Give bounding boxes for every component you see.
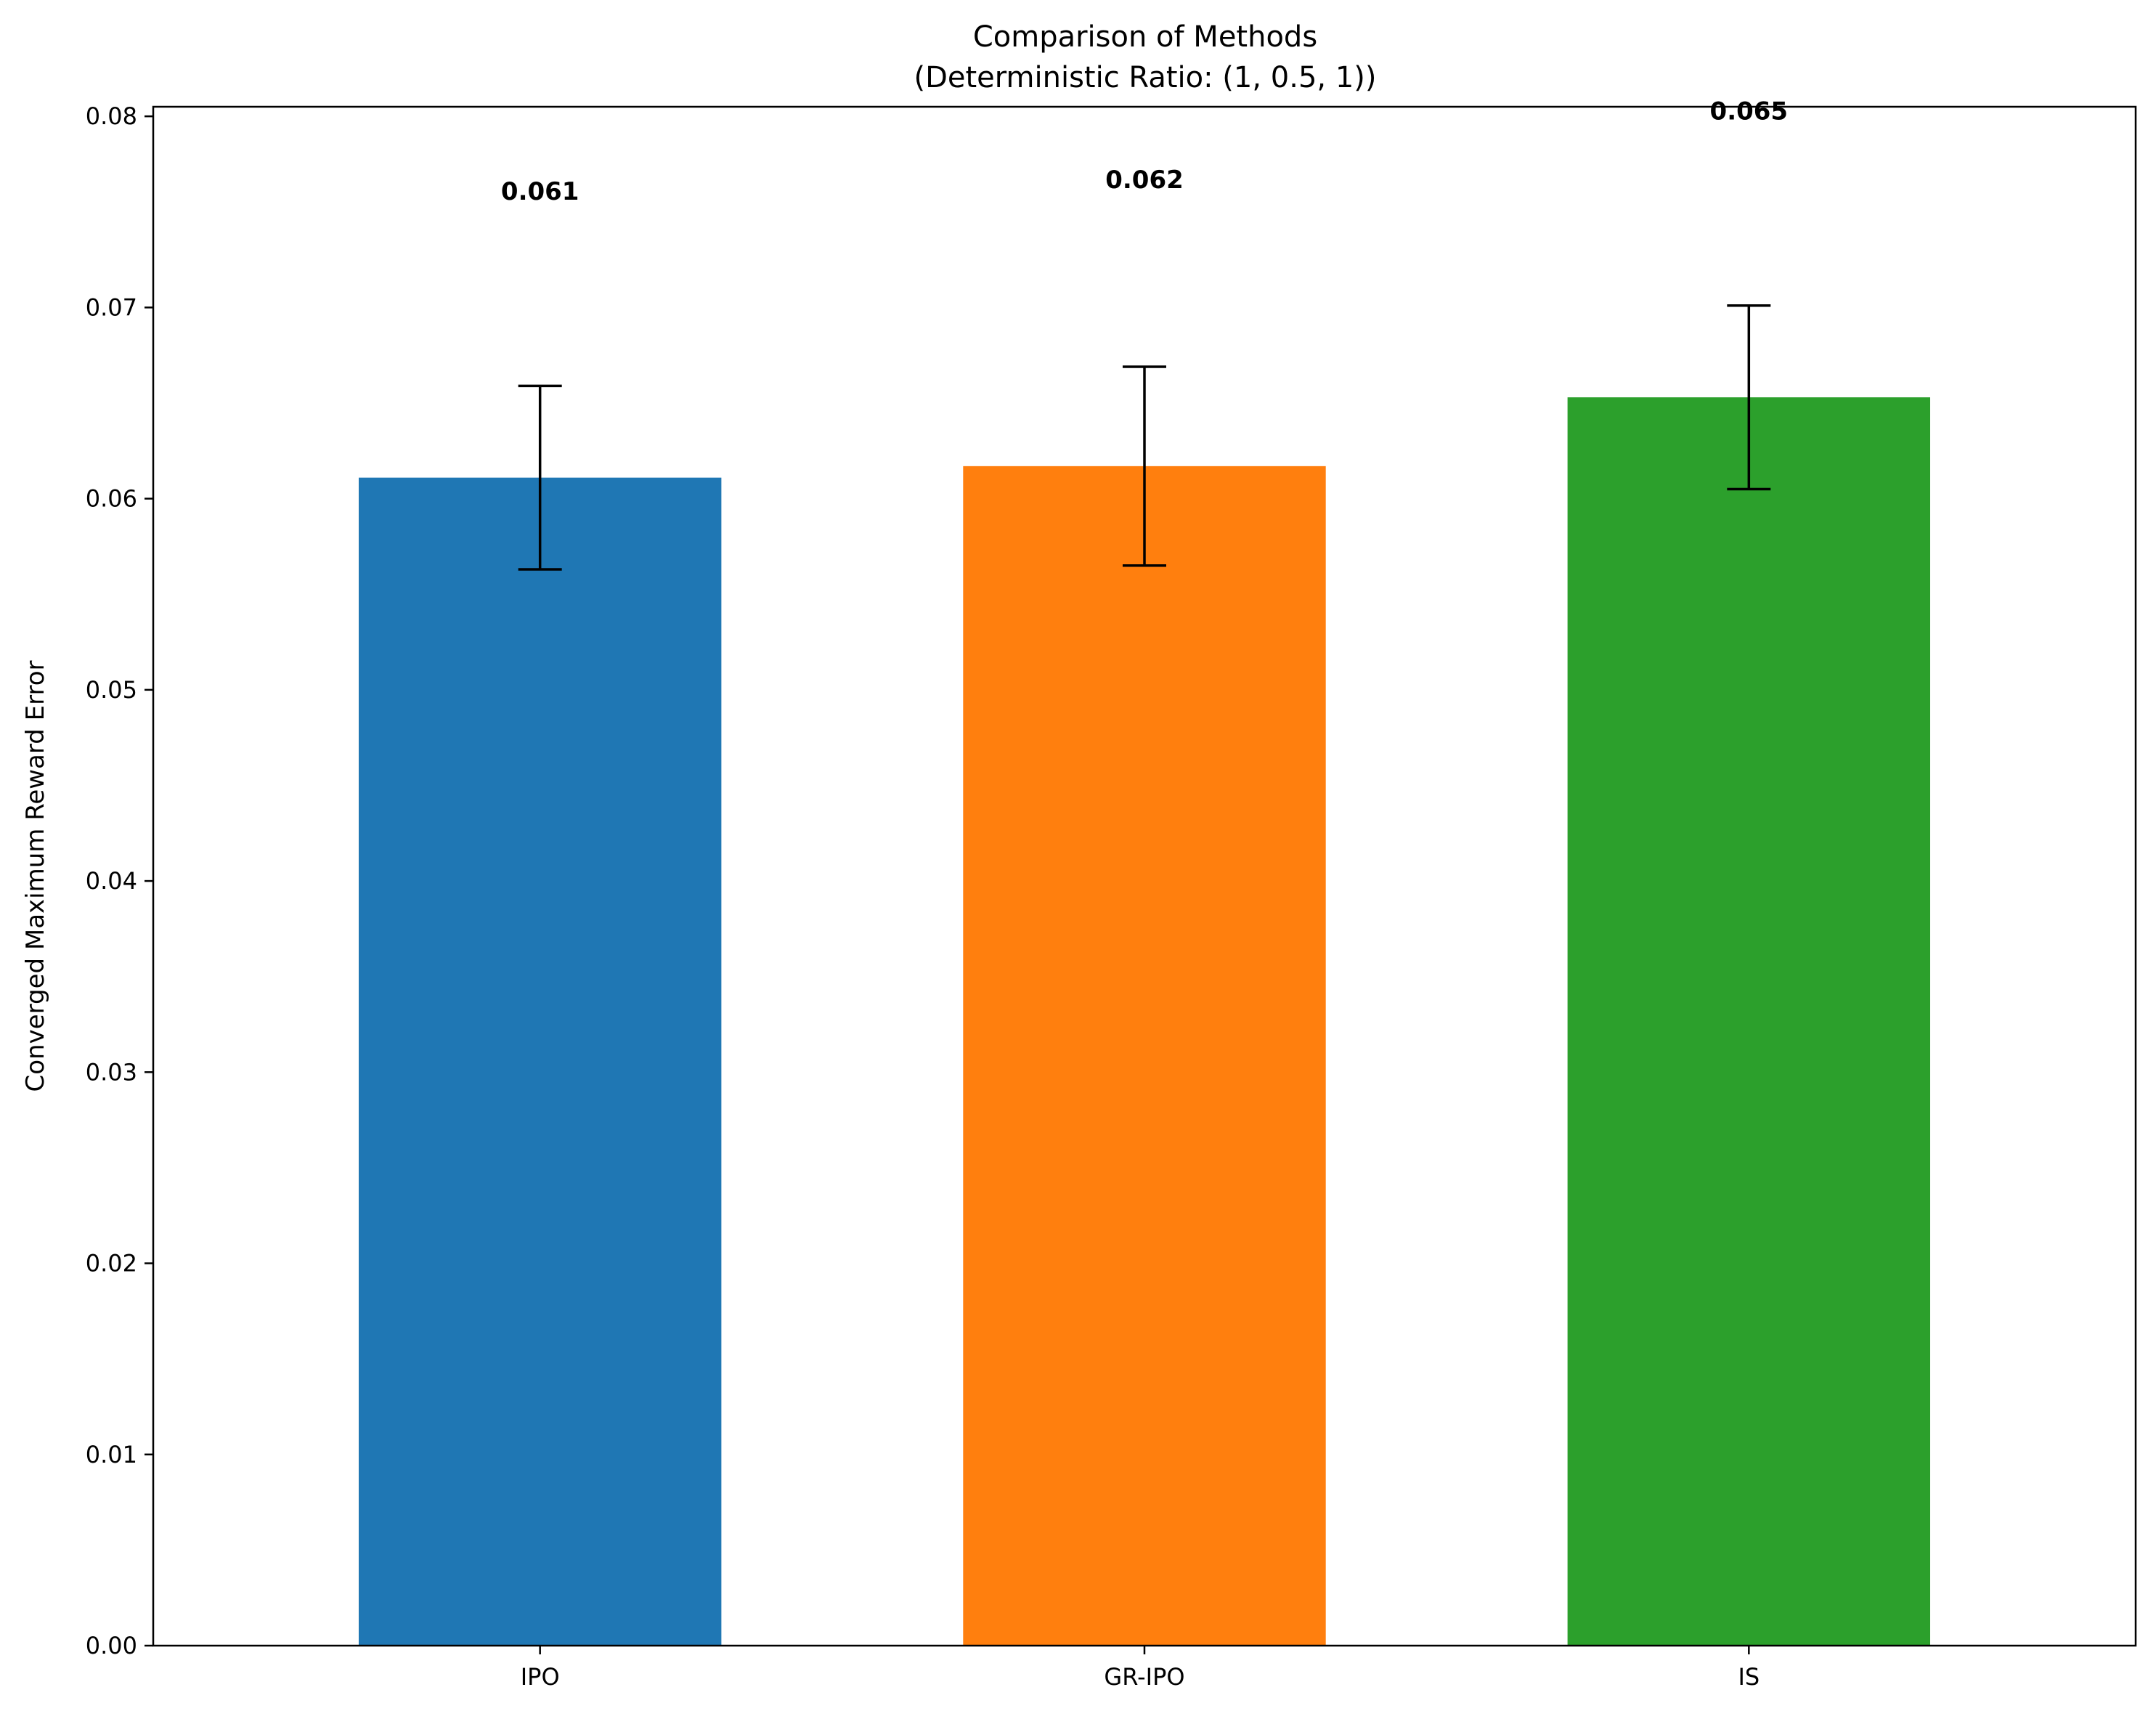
y-tick-label: 0.06 <box>86 485 137 513</box>
bars-group <box>358 397 1931 1646</box>
chart-subtitle: (Deterministic Ratio: (1, 0.5, 1)) <box>914 61 1376 94</box>
bar-ipo <box>358 477 722 1646</box>
y-tick-label: 0.02 <box>86 1250 137 1277</box>
value-label-ipo: 0.061 <box>501 177 579 206</box>
y-tick-label: 0.08 <box>86 102 137 130</box>
value-label-is: 0.065 <box>1710 97 1789 126</box>
y-tick-label: 0.04 <box>86 867 137 895</box>
x-tick-label-ipo: IPO <box>521 1663 560 1691</box>
y-tick-label: 0.07 <box>86 293 137 321</box>
y-tick-label: 0.00 <box>86 1632 137 1659</box>
x-tick-label-gr-ipo: GR-IPO <box>1104 1663 1184 1691</box>
x-axis-ticks: IPO GR-IPO IS <box>521 1646 1760 1691</box>
bar-gr-ipo <box>963 466 1326 1646</box>
bar-is <box>1567 397 1931 1646</box>
y-tick-label: 0.05 <box>86 676 137 704</box>
x-tick-label-is: IS <box>1738 1663 1760 1691</box>
value-labels-group: 0.061 0.062 0.065 <box>501 97 1788 206</box>
y-axis-label: Converged Maximum Reward Error <box>21 660 50 1092</box>
value-label-gr-ipo: 0.062 <box>1105 166 1184 195</box>
plot-frame <box>152 105 2137 1647</box>
y-tick-label: 0.01 <box>86 1441 137 1468</box>
chart-title: Comparison of Methods <box>973 20 1317 54</box>
y-tick-label: 0.03 <box>86 1058 137 1086</box>
error-bars-group <box>518 304 1771 571</box>
y-axis-ticks: 0.00 0.01 0.02 0.03 0.04 0.05 0.06 0.07 0.08 <box>86 102 153 1659</box>
